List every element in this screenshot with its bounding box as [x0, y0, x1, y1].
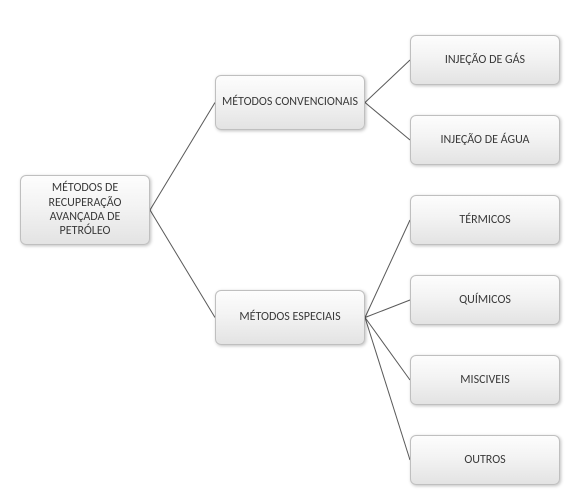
tree-node-gas: INJEÇÃO DE GÁS — [410, 35, 560, 85]
tree-node-misc: MISCIVEIS — [410, 355, 560, 405]
tree-node-conv: MÉTODOS CONVENCIONAIS — [215, 75, 365, 130]
tree-node-agua: INJEÇÃO DE ÁGUA — [410, 115, 560, 165]
tree-node-term: TÉRMICOS — [410, 195, 560, 245]
tree-node-esp: MÉTODOS ESPECIAIS — [215, 290, 365, 345]
tree-edge — [365, 318, 410, 461]
tree-edge — [365, 318, 410, 381]
tree-node-root: MÉTODOS DE RECUPERAÇÃO AVANÇADA DE PETRÓ… — [20, 175, 150, 245]
tree-edge — [150, 210, 215, 318]
tree-edge — [150, 103, 215, 211]
tree-edge — [365, 300, 410, 318]
tree-edge — [365, 103, 410, 141]
tree-edge — [365, 220, 410, 318]
tree-edge — [365, 60, 410, 103]
tree-node-quim: QUÍMICOS — [410, 275, 560, 325]
tree-node-outros: OUTROS — [410, 435, 560, 485]
